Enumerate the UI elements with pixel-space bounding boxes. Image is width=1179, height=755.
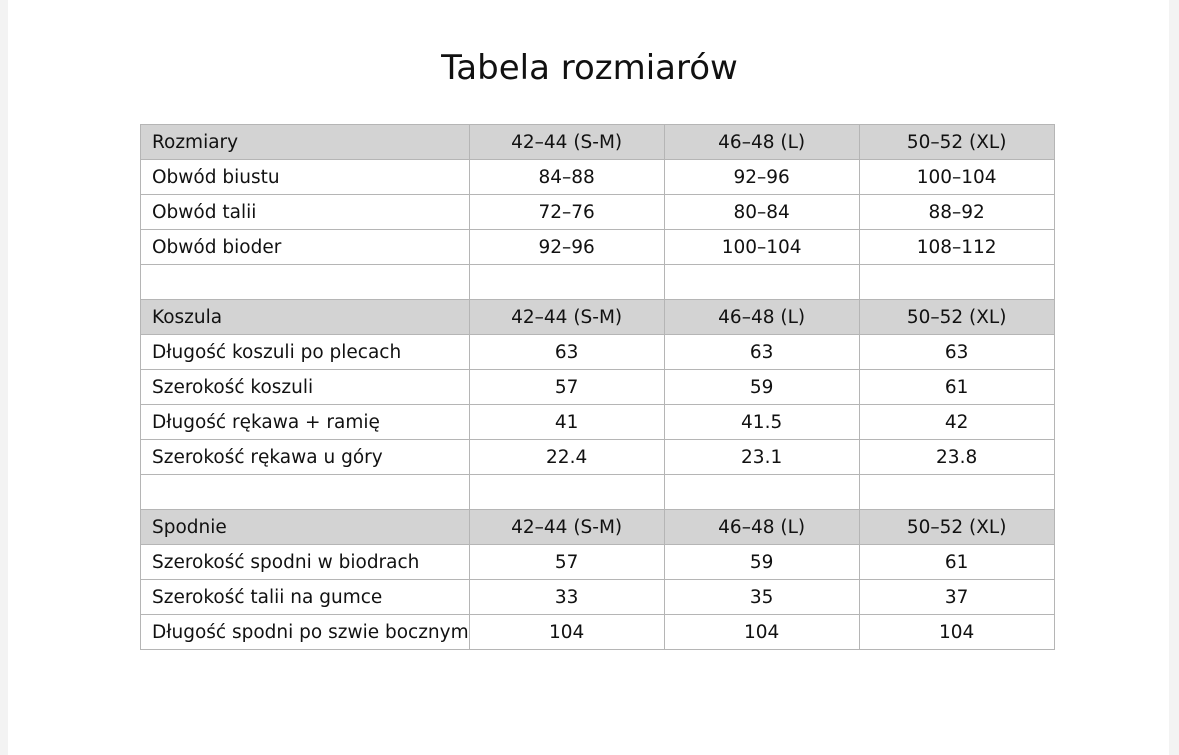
cell-value: 41.5 — [663, 404, 860, 440]
cell-value: 50–52 (XL) — [858, 124, 1055, 160]
table-row: Szerokość talii na gumce 33 35 37 — [140, 579, 1055, 615]
row-label: Obwód biustu — [140, 159, 470, 195]
cell-value: 50–52 (XL) — [858, 299, 1055, 335]
cell-value: 80–84 — [663, 194, 860, 230]
row-label: Długość koszuli po plecach — [140, 334, 470, 370]
cell-value: 100–104 — [858, 159, 1055, 195]
row-label — [140, 474, 470, 510]
row-label: Obwód bioder — [140, 229, 470, 265]
cell-value: 104 — [858, 614, 1055, 650]
cell-value: 63 — [468, 334, 665, 370]
cell-value: 59 — [663, 369, 860, 405]
cell-value: 23.1 — [663, 439, 860, 475]
cell-value — [858, 264, 1055, 300]
cell-value: 100–104 — [663, 229, 860, 265]
page-title: Tabela rozmiarów — [441, 48, 738, 88]
cell-value: 72–76 — [468, 194, 665, 230]
cell-value: 84–88 — [468, 159, 665, 195]
row-label: Obwód talii — [140, 194, 470, 230]
cell-value: 37 — [858, 579, 1055, 615]
cell-value — [468, 474, 665, 510]
cell-value: 57 — [468, 369, 665, 405]
row-label: Szerokość talii na gumce — [140, 579, 470, 615]
spacer-row — [140, 264, 1055, 300]
cell-value: 108–112 — [858, 229, 1055, 265]
cell-value: 57 — [468, 544, 665, 580]
cell-value: 104 — [468, 614, 665, 650]
cell-value: 63 — [663, 334, 860, 370]
cell-value: 41 — [468, 404, 665, 440]
table-row: Długość spodni po szwie bocznym 104 104 104 — [140, 614, 1055, 650]
cell-value: 46–48 (L) — [663, 509, 860, 545]
table-row: Długość koszuli po plecach 63 63 63 — [140, 334, 1055, 370]
row-label: Szerokość koszuli — [140, 369, 470, 405]
row-label: Spodnie — [140, 509, 470, 545]
size-table: Rozmiary 42–44 (S-M) 46–48 (L) 50–52 (XL) Ob… — [140, 124, 1055, 650]
section-header-row: Spodnie 42–44 (S-M) 46–48 (L) 50–52 (XL) — [140, 509, 1055, 545]
cell-value: 42 — [858, 404, 1055, 440]
cell-value: 59 — [663, 544, 860, 580]
row-label: Szerokość rękawa u góry — [140, 439, 470, 475]
cell-value: 42–44 (S-M) — [468, 124, 665, 160]
spacer-row — [140, 474, 1055, 510]
row-label — [140, 264, 470, 300]
cell-value: 42–44 (S-M) — [468, 299, 665, 335]
row-label: Długość spodni po szwie bocznym — [140, 614, 470, 650]
table-row: Długość rękawa + ramię 41 41.5 42 — [140, 404, 1055, 440]
cell-value: 46–48 (L) — [663, 124, 860, 160]
cell-value: 88–92 — [858, 194, 1055, 230]
cell-value — [663, 474, 860, 510]
cell-value: 61 — [858, 369, 1055, 405]
cell-value: 42–44 (S-M) — [468, 509, 665, 545]
cell-value: 23.8 — [858, 439, 1055, 475]
cell-value — [858, 474, 1055, 510]
section-header-row: Rozmiary 42–44 (S-M) 46–48 (L) 50–52 (XL) — [140, 124, 1055, 160]
cell-value: 50–52 (XL) — [858, 509, 1055, 545]
table-row: Obwód biustu 84–88 92–96 100–104 — [140, 159, 1055, 195]
cell-value: 92–96 — [663, 159, 860, 195]
cell-value — [663, 264, 860, 300]
cell-value — [468, 264, 665, 300]
table-row: Szerokość koszuli 57 59 61 — [140, 369, 1055, 405]
cell-value: 92–96 — [468, 229, 665, 265]
row-label: Rozmiary — [140, 124, 470, 160]
table-row: Szerokość spodni w biodrach 57 59 61 — [140, 544, 1055, 580]
table-row: Szerokość rękawa u góry 22.4 23.1 23.8 — [140, 439, 1055, 475]
cell-value: 33 — [468, 579, 665, 615]
section-header-row: Koszula 42–44 (S-M) 46–48 (L) 50–52 (XL) — [140, 299, 1055, 335]
cell-value: 63 — [858, 334, 1055, 370]
table-row: Obwód talii 72–76 80–84 88–92 — [140, 194, 1055, 230]
row-label: Szerokość spodni w biodrach — [140, 544, 470, 580]
row-label: Długość rękawa + ramię — [140, 404, 470, 440]
cell-value: 22.4 — [468, 439, 665, 475]
table-row: Obwód bioder 92–96 100–104 108–112 — [140, 229, 1055, 265]
cell-value: 104 — [663, 614, 860, 650]
cell-value: 61 — [858, 544, 1055, 580]
row-label: Koszula — [140, 299, 470, 335]
cell-value: 46–48 (L) — [663, 299, 860, 335]
cell-value: 35 — [663, 579, 860, 615]
